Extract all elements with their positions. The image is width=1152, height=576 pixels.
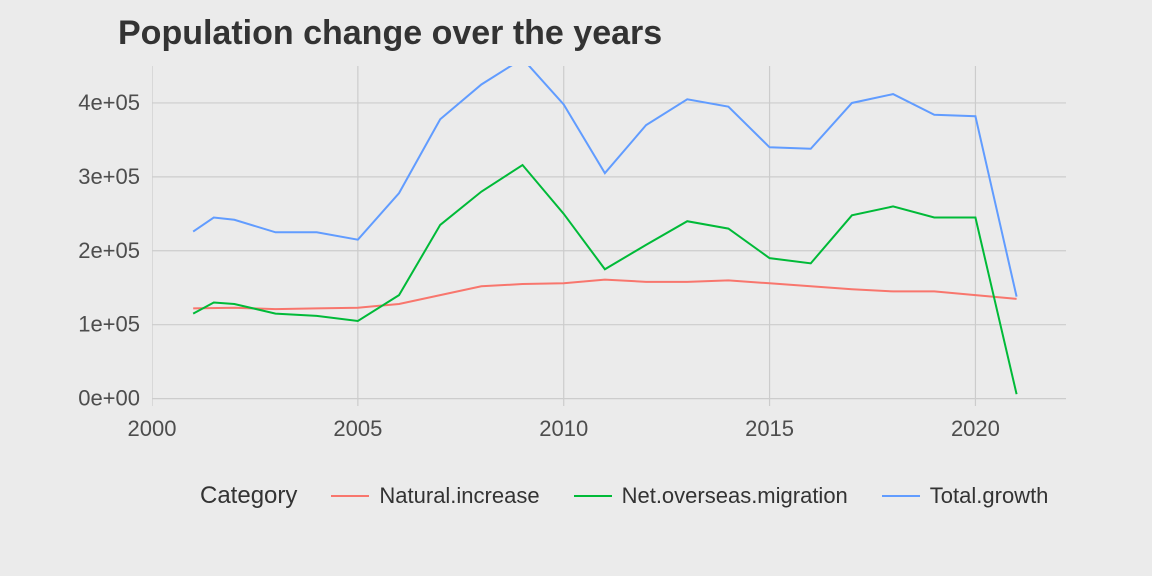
legend-swatch <box>574 490 612 502</box>
legend-label: Natural.increase <box>379 483 539 509</box>
x-tick-label: 2020 <box>951 416 1000 441</box>
legend-item: Net.overseas.migration <box>574 483 848 509</box>
y-axis: 0e+001e+052e+053e+054e+05 <box>0 66 152 406</box>
chart-title: Population change over the years <box>118 14 662 53</box>
series-group <box>193 66 1016 394</box>
y-tick-label: 0e+00 <box>78 386 140 411</box>
legend-item: Natural.increase <box>331 483 539 509</box>
gridlines <box>152 66 1066 406</box>
plot-area <box>152 66 1066 406</box>
legend: Category Natural.increase Net.overseas.mi… <box>200 482 1048 510</box>
y-tick-label: 2e+05 <box>78 238 140 263</box>
x-tick-label: 2015 <box>745 416 794 441</box>
x-tick-label: 2000 <box>128 416 177 441</box>
legend-title: Category <box>200 482 297 510</box>
legend-label: Net.overseas.migration <box>622 483 848 509</box>
series-line-total-growth <box>193 66 1016 297</box>
legend-swatch <box>882 490 920 502</box>
legend-label: Total.growth <box>930 483 1049 509</box>
y-tick-label: 4e+05 <box>78 90 140 115</box>
x-tick-label: 2010 <box>539 416 588 441</box>
y-tick-label: 3e+05 <box>78 164 140 189</box>
x-axis: 20002005201020152020 <box>152 406 1066 456</box>
legend-item: Total.growth <box>882 483 1049 509</box>
y-tick-label: 1e+05 <box>78 312 140 337</box>
x-tick-label: 2005 <box>333 416 382 441</box>
legend-swatch <box>331 490 369 502</box>
series-line-natural-increase <box>193 280 1016 310</box>
